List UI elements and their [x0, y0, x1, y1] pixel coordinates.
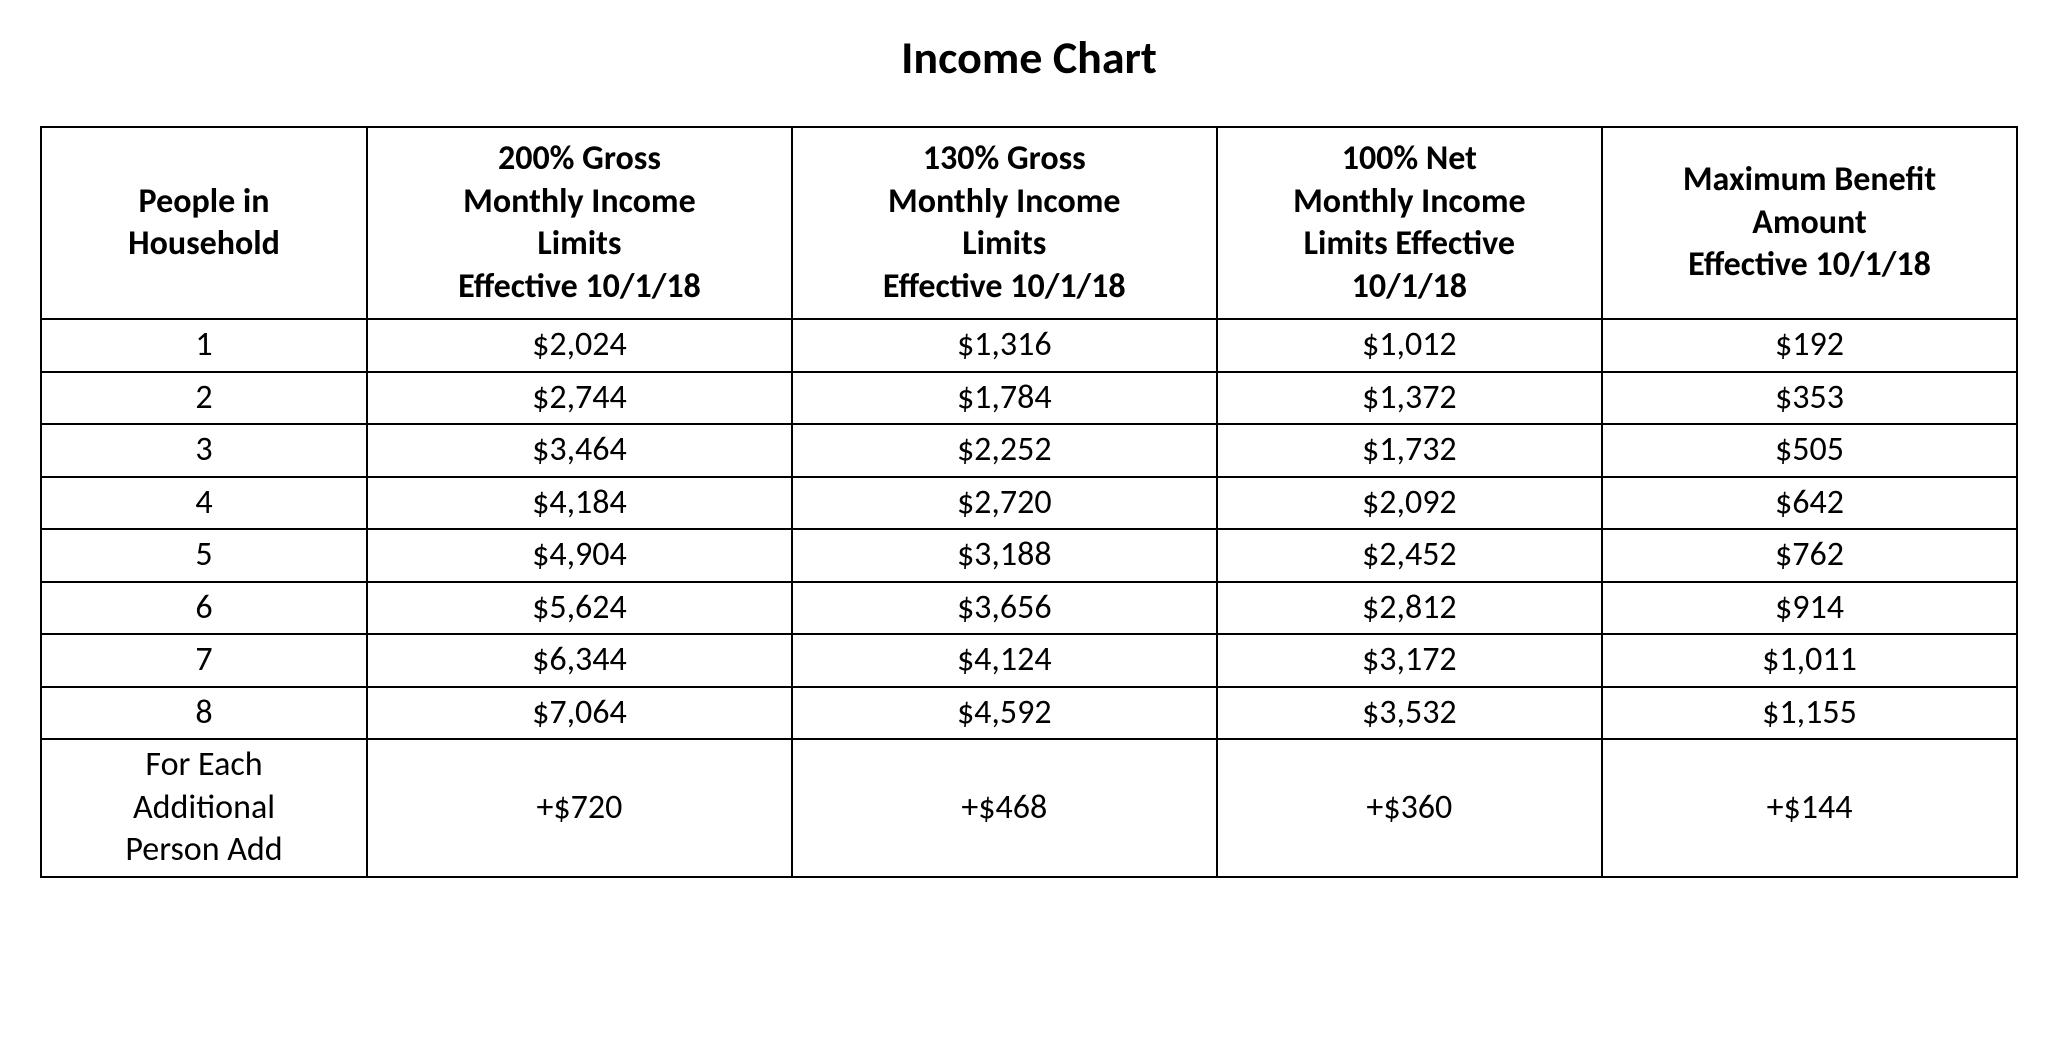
cell-max-benefit: +$144 — [1602, 739, 2017, 877]
cell-130-gross: $2,720 — [792, 477, 1217, 530]
cell-200-gross: $2,024 — [367, 319, 792, 372]
cell-200-gross: $5,624 — [367, 582, 792, 635]
cell-200-gross: $7,064 — [367, 687, 792, 740]
cell-max-benefit: $762 — [1602, 529, 2017, 582]
col-header-100-net: 100% Net Monthly Income Limits Effective… — [1217, 127, 1602, 319]
col-header-200-gross: 200% Gross Monthly Income Limits Effecti… — [367, 127, 792, 319]
cell-200-gross: $4,904 — [367, 529, 792, 582]
cell-130-gross: $4,124 — [792, 634, 1217, 687]
cell-130-gross: $1,784 — [792, 372, 1217, 425]
cell-people: 6 — [41, 582, 367, 635]
cell-200-gross: $2,744 — [367, 372, 792, 425]
cell-130-gross: $3,656 — [792, 582, 1217, 635]
cell-200-gross: +$720 — [367, 739, 792, 877]
cell-max-benefit: $192 — [1602, 319, 2017, 372]
cell-100-net: $1,372 — [1217, 372, 1602, 425]
page-title: Income Chart — [40, 30, 2018, 86]
cell-100-net: $3,532 — [1217, 687, 1602, 740]
table-row: 7 $6,344 $4,124 $3,172 $1,011 — [41, 634, 2017, 687]
table-header-row: People in Household 200% Gross Monthly I… — [41, 127, 2017, 319]
cell-100-net: $1,012 — [1217, 319, 1602, 372]
table-row: 6 $5,624 $3,656 $2,812 $914 — [41, 582, 2017, 635]
table-row: 2 $2,744 $1,784 $1,372 $353 — [41, 372, 2017, 425]
cell-200-gross: $4,184 — [367, 477, 792, 530]
cell-max-benefit: $642 — [1602, 477, 2017, 530]
cell-100-net: +$360 — [1217, 739, 1602, 877]
cell-130-gross: +$468 — [792, 739, 1217, 877]
cell-max-benefit: $353 — [1602, 372, 2017, 425]
cell-people: 4 — [41, 477, 367, 530]
table-row: 1 $2,024 $1,316 $1,012 $192 — [41, 319, 2017, 372]
cell-130-gross: $3,188 — [792, 529, 1217, 582]
table-row: 3 $3,464 $2,252 $1,732 $505 — [41, 424, 2017, 477]
cell-130-gross: $2,252 — [792, 424, 1217, 477]
cell-people: 3 — [41, 424, 367, 477]
cell-people: 1 — [41, 319, 367, 372]
cell-100-net: $2,092 — [1217, 477, 1602, 530]
cell-100-net: $2,812 — [1217, 582, 1602, 635]
cell-100-net: $1,732 — [1217, 424, 1602, 477]
col-header-max-benefit: Maximum Benefit Amount Effective 10/1/18 — [1602, 127, 2017, 319]
cell-people: 8 — [41, 687, 367, 740]
cell-people-additional: For Each Additional Person Add — [41, 739, 367, 877]
cell-130-gross: $1,316 — [792, 319, 1217, 372]
table-row: 4 $4,184 $2,720 $2,092 $642 — [41, 477, 2017, 530]
table-row: 8 $7,064 $4,592 $3,532 $1,155 — [41, 687, 2017, 740]
col-header-130-gross: 130% Gross Monthly Income Limits Effecti… — [792, 127, 1217, 319]
cell-max-benefit: $1,155 — [1602, 687, 2017, 740]
income-table: People in Household 200% Gross Monthly I… — [40, 126, 2018, 878]
cell-max-benefit: $1,011 — [1602, 634, 2017, 687]
cell-100-net: $3,172 — [1217, 634, 1602, 687]
cell-people: 5 — [41, 529, 367, 582]
cell-max-benefit: $914 — [1602, 582, 2017, 635]
cell-max-benefit: $505 — [1602, 424, 2017, 477]
col-header-people: People in Household — [41, 127, 367, 319]
cell-200-gross: $6,344 — [367, 634, 792, 687]
cell-100-net: $2,452 — [1217, 529, 1602, 582]
cell-200-gross: $3,464 — [367, 424, 792, 477]
cell-130-gross: $4,592 — [792, 687, 1217, 740]
cell-people: 7 — [41, 634, 367, 687]
table-row-additional: For Each Additional Person Add +$720 +$4… — [41, 739, 2017, 877]
cell-people: 2 — [41, 372, 367, 425]
table-row: 5 $4,904 $3,188 $2,452 $762 — [41, 529, 2017, 582]
